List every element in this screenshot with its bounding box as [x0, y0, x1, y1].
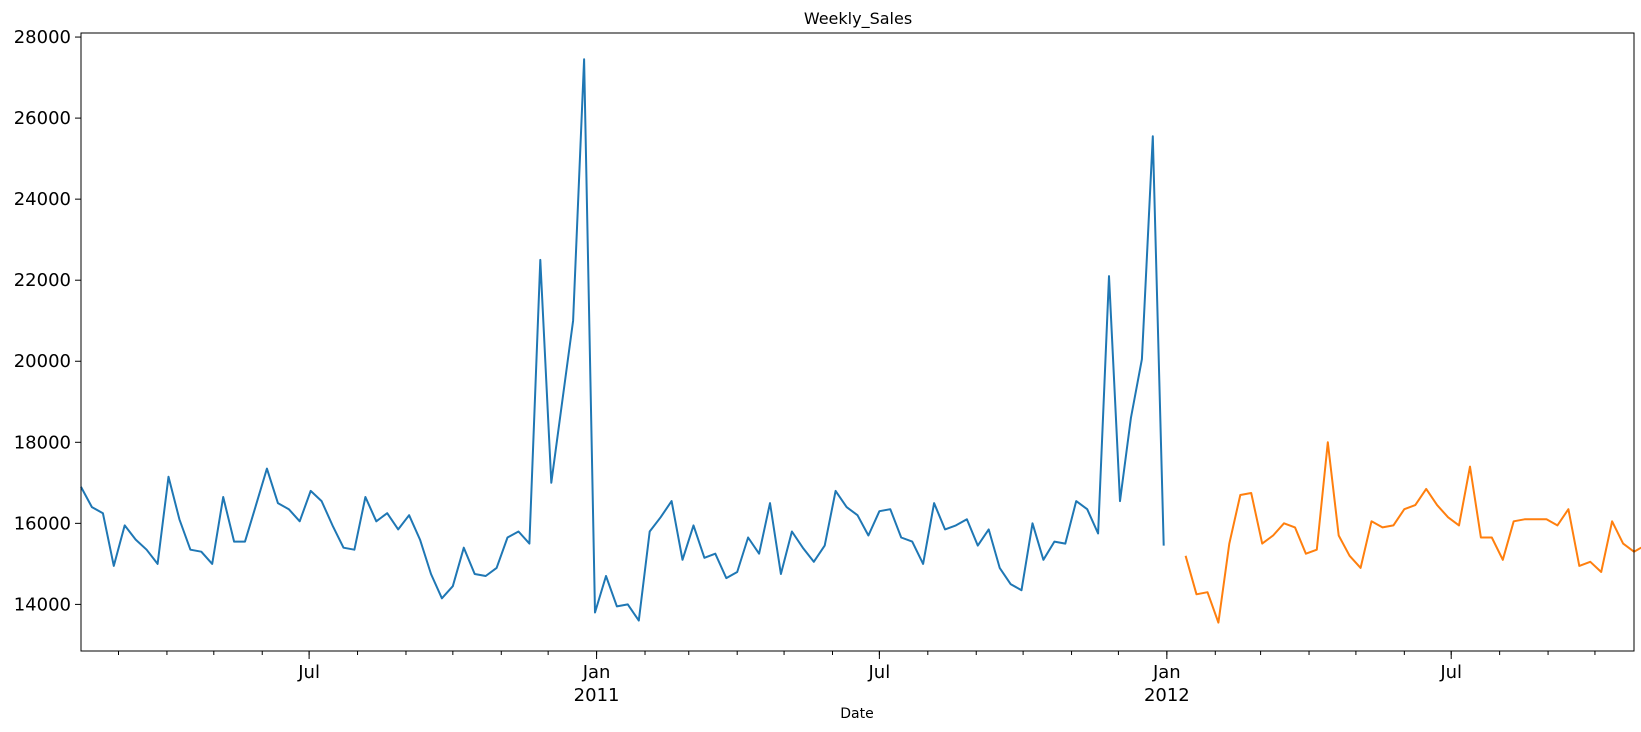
- x-tick-label: Jul: [297, 662, 320, 683]
- y-tick-label: 28000: [14, 27, 71, 48]
- y-tick-label: 14000: [14, 594, 71, 615]
- y-axis: 14000 16000 18000 20000 22000 24000 26000 28000: [14, 27, 81, 615]
- y-tick-label: 20000: [14, 351, 71, 372]
- x-tick-label: Jul: [868, 662, 891, 683]
- y-tick-label: 26000: [14, 108, 71, 129]
- y-tick-label: 16000: [14, 513, 71, 534]
- x-axis-label: Date: [840, 706, 873, 722]
- series-line-2: [1184, 441, 1641, 624]
- x-tick-sublabel: 2012: [1144, 685, 1190, 706]
- series-line-1: [80, 58, 1165, 622]
- x-tick-label: Jan: [1152, 662, 1181, 683]
- x-tick-label: Jan: [582, 662, 611, 683]
- y-tick-label: 24000: [14, 189, 71, 210]
- y-tick-label: 22000: [14, 270, 71, 291]
- plot-frame: [80, 32, 1635, 652]
- chart-title: Weekly_Sales: [804, 9, 912, 29]
- plot-area: [80, 58, 1641, 624]
- y-tick-label: 18000: [14, 432, 71, 453]
- x-tick-label: Jul: [1439, 662, 1462, 683]
- x-tick-sublabel: 2011: [574, 685, 620, 706]
